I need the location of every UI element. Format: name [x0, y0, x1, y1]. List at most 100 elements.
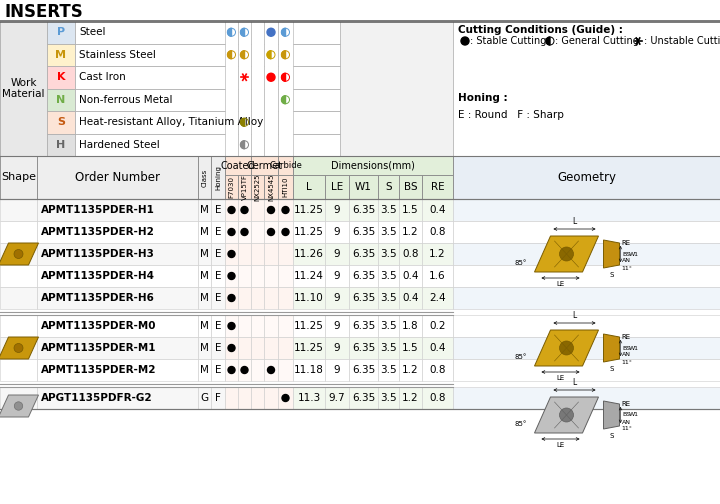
Bar: [0, 21, 720, 156]
Bar: [399, 221, 422, 243]
Text: 11.18: 11.18: [294, 365, 324, 375]
Bar: [453, 156, 720, 199]
Bar: [225, 221, 238, 243]
Bar: [37, 315, 198, 337]
Bar: [293, 221, 325, 243]
Text: Cermet: Cermet: [246, 161, 282, 171]
Polygon shape: [240, 28, 245, 36]
Bar: [264, 387, 278, 409]
Bar: [75, 111, 340, 134]
Text: E: E: [215, 343, 221, 353]
Text: AN: AN: [621, 419, 631, 424]
Bar: [264, 21, 278, 156]
Polygon shape: [267, 51, 271, 59]
Bar: [378, 337, 399, 359]
Polygon shape: [603, 401, 619, 429]
Bar: [225, 243, 238, 265]
Bar: [264, 199, 278, 221]
Bar: [0, 265, 37, 287]
Text: W1: W1: [629, 346, 639, 350]
Bar: [349, 265, 378, 287]
Text: APMT1135PDER-H6: APMT1135PDER-H6: [41, 293, 155, 303]
Bar: [225, 359, 238, 381]
Text: 1.2: 1.2: [429, 249, 446, 259]
Bar: [37, 287, 198, 309]
Polygon shape: [0, 337, 38, 359]
Text: 11.10: 11.10: [294, 293, 324, 303]
Bar: [47, 21, 75, 43]
Text: Honing: Honing: [215, 165, 221, 190]
Bar: [37, 156, 198, 199]
Text: 11°: 11°: [621, 426, 632, 431]
Text: E: E: [215, 271, 221, 281]
Bar: [225, 156, 251, 175]
Text: 1.6: 1.6: [429, 271, 446, 281]
Text: 0.4: 0.4: [429, 205, 446, 215]
Bar: [238, 287, 251, 309]
Bar: [378, 265, 399, 287]
Text: NX4545: NX4545: [268, 173, 274, 201]
Text: 6.35: 6.35: [352, 365, 375, 375]
Polygon shape: [240, 51, 245, 59]
Bar: [453, 315, 720, 337]
Text: BS: BS: [623, 412, 631, 417]
Bar: [293, 243, 325, 265]
Bar: [37, 387, 198, 409]
Text: 0.8: 0.8: [429, 393, 446, 403]
Bar: [251, 221, 264, 243]
Bar: [198, 243, 211, 265]
Bar: [238, 387, 251, 409]
Text: APMT1135PDER-H4: APMT1135PDER-H4: [41, 271, 155, 281]
Text: 6.35: 6.35: [352, 393, 375, 403]
Text: Shape: Shape: [1, 172, 36, 182]
Bar: [211, 337, 225, 359]
Bar: [325, 315, 349, 337]
Text: 11°: 11°: [621, 266, 632, 271]
Bar: [349, 287, 378, 309]
Text: E: E: [215, 249, 221, 259]
Bar: [399, 287, 422, 309]
Text: M: M: [200, 343, 209, 353]
Bar: [422, 387, 453, 409]
Bar: [251, 199, 264, 221]
Bar: [278, 387, 293, 409]
Text: RE: RE: [621, 240, 631, 246]
Bar: [264, 265, 278, 287]
Bar: [225, 175, 238, 199]
Bar: [238, 221, 251, 243]
Bar: [453, 199, 720, 221]
Bar: [211, 199, 225, 221]
Text: 11.25: 11.25: [294, 205, 324, 215]
Bar: [349, 199, 378, 221]
Text: E : Round   F : Sharp: E : Round F : Sharp: [458, 110, 564, 120]
Bar: [211, 359, 225, 381]
Bar: [453, 337, 720, 359]
Text: 3.5: 3.5: [380, 271, 397, 281]
Circle shape: [228, 345, 235, 351]
Text: H: H: [56, 140, 66, 150]
Bar: [0, 199, 37, 221]
Bar: [278, 21, 293, 156]
Bar: [453, 287, 720, 309]
Bar: [251, 387, 264, 409]
Text: S: S: [609, 433, 613, 439]
Bar: [399, 265, 422, 287]
Text: 1.5: 1.5: [402, 205, 419, 215]
Text: APMT1135PDER-H3: APMT1135PDER-H3: [41, 249, 155, 259]
Text: INSERTS: INSERTS: [4, 3, 83, 21]
Bar: [453, 359, 720, 381]
Bar: [422, 359, 453, 381]
Circle shape: [241, 366, 248, 373]
Bar: [293, 156, 453, 175]
Bar: [264, 337, 278, 359]
Circle shape: [14, 402, 23, 410]
Bar: [211, 156, 225, 199]
Bar: [378, 175, 399, 199]
Bar: [251, 156, 278, 175]
Text: Stainless Steel: Stainless Steel: [79, 50, 156, 60]
Text: 3.5: 3.5: [380, 249, 397, 259]
Bar: [238, 359, 251, 381]
Bar: [37, 359, 198, 381]
Bar: [0, 359, 37, 381]
Text: G: G: [200, 393, 209, 403]
